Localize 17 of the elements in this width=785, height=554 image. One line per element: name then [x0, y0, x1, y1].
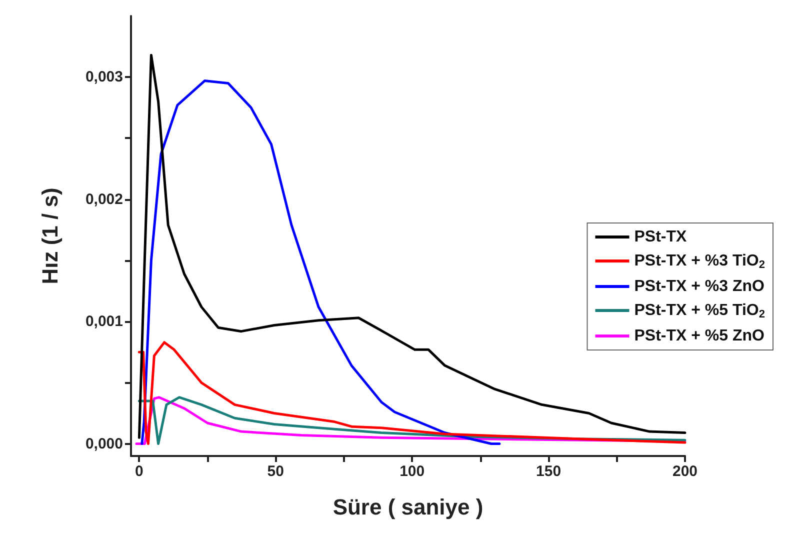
y-tick-label: 0,001	[85, 313, 123, 330]
y-tick-label: 0,002	[85, 190, 123, 208]
legend-label: PSt-TX + %3 ZnO	[634, 278, 765, 295]
legend-label: PSt-TX	[634, 228, 688, 246]
y-tick-label: 0,003	[85, 68, 123, 86]
x-axis-title: Süre ( saniye )	[332, 494, 484, 520]
x-tick-label: 200	[672, 463, 698, 480]
line-series	[140, 80, 501, 446]
y-axis-title: Hız (1 / s)	[38, 188, 62, 284]
line-series	[138, 54, 686, 439]
line-series	[138, 341, 686, 446]
y-tick-label: 0,000	[85, 435, 123, 452]
x-tick-label: 100	[400, 463, 425, 480]
x-tick-label: 150	[536, 463, 562, 480]
x-tick-label: 50	[267, 463, 284, 480]
legend-label: PSt-TX + %5 ZnO	[634, 328, 765, 344]
x-tick-label: 0	[135, 463, 144, 480]
